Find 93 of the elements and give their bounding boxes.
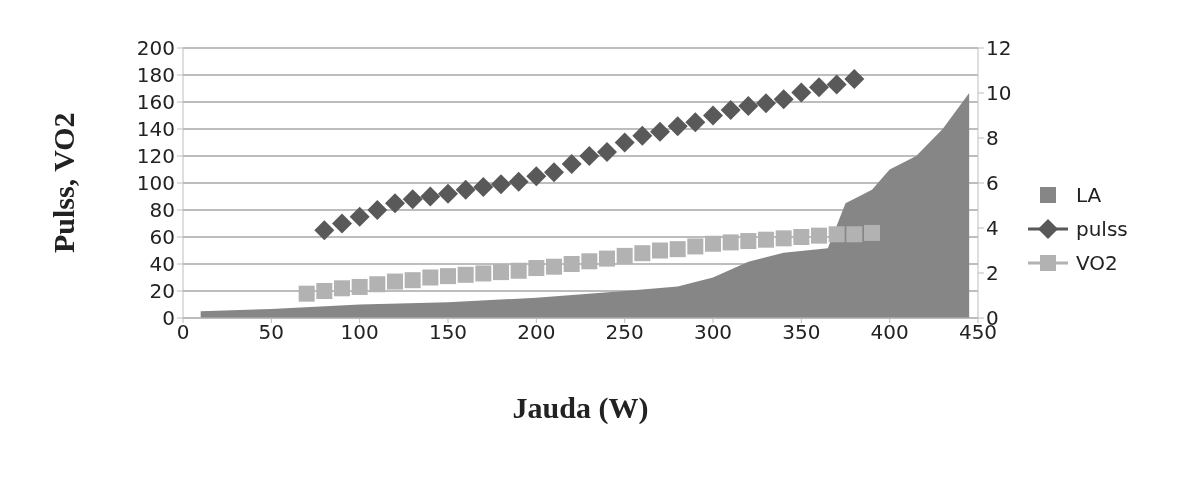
point <box>826 74 847 95</box>
point <box>563 256 580 272</box>
point <box>685 112 706 133</box>
y2-tick-label: 10 <box>986 81 1012 106</box>
point <box>473 177 494 198</box>
x-tick-label: 50 <box>258 320 285 345</box>
point <box>773 89 794 110</box>
point <box>491 174 511 195</box>
point <box>652 242 668 259</box>
point <box>669 241 686 258</box>
point <box>334 280 350 297</box>
point <box>298 285 315 302</box>
point <box>528 260 545 277</box>
point <box>385 193 405 214</box>
y2-tick-label: 12 <box>986 36 1012 61</box>
y-tick-label: 40 <box>149 252 175 277</box>
point <box>493 264 509 281</box>
x-tick-label: 400 <box>870 320 909 345</box>
point <box>793 229 810 245</box>
point <box>634 245 651 262</box>
point <box>705 235 721 252</box>
point <box>614 132 635 153</box>
y2-tick-label: 6 <box>986 171 999 196</box>
point <box>546 258 562 275</box>
point <box>581 253 598 270</box>
point <box>404 272 421 289</box>
point <box>314 220 335 241</box>
point <box>703 105 723 126</box>
point <box>740 233 757 250</box>
point <box>756 93 776 114</box>
x-tick-label: 100 <box>340 320 379 345</box>
point <box>369 276 386 293</box>
point <box>775 230 792 247</box>
y-tick-label: 200 <box>136 36 175 61</box>
point <box>420 186 441 207</box>
point <box>616 247 633 264</box>
y-tick-label: 20 <box>149 279 175 304</box>
legend-label: LA <box>1076 183 1102 207</box>
y-axis-title: Pulss, VO2 <box>46 112 80 253</box>
y2-tick-label: 4 <box>986 216 999 241</box>
point <box>811 227 827 244</box>
point <box>597 141 617 162</box>
y-tick-label: 140 <box>136 117 175 142</box>
y-tick-label: 120 <box>136 144 175 169</box>
point <box>508 171 529 192</box>
legend-label: VO2 <box>1076 251 1118 275</box>
point <box>687 238 704 255</box>
point <box>579 146 600 166</box>
x-tick-label: 150 <box>428 320 468 345</box>
y2-tick-label: 2 <box>986 261 999 286</box>
point <box>599 250 615 267</box>
y-tick-label: 100 <box>136 171 175 196</box>
point <box>455 179 476 200</box>
point <box>791 82 812 103</box>
point <box>387 273 403 290</box>
x-tick-label: 200 <box>517 320 556 345</box>
point <box>349 206 370 227</box>
point <box>864 224 880 241</box>
y-tick-label: 60 <box>149 225 175 250</box>
y-tick-label: 80 <box>149 198 175 223</box>
point <box>667 116 688 137</box>
point <box>846 226 863 243</box>
point <box>526 166 547 187</box>
point <box>828 226 845 243</box>
x-tick-label: 250 <box>605 320 644 345</box>
x-axis-title: Jauda (W) <box>512 391 649 425</box>
legend-label: pulss <box>1076 217 1128 241</box>
point <box>402 189 423 210</box>
point <box>510 262 527 279</box>
point <box>844 69 865 90</box>
y-tick-label: 160 <box>136 90 175 115</box>
point <box>758 231 774 248</box>
y-tick-label: 180 <box>136 63 175 88</box>
point <box>720 100 741 121</box>
point <box>722 234 739 251</box>
point <box>544 162 564 183</box>
point <box>738 96 759 117</box>
x-tick-label: 300 <box>693 320 733 345</box>
point <box>316 283 333 299</box>
point <box>809 77 829 98</box>
point <box>561 154 582 175</box>
point <box>367 200 388 220</box>
point <box>438 183 458 204</box>
point <box>440 268 456 285</box>
point <box>457 266 474 283</box>
point <box>351 278 368 295</box>
point <box>475 265 492 282</box>
x-tick-label: 350 <box>782 320 821 345</box>
y2-tick-label: 8 <box>986 126 999 151</box>
point <box>422 269 439 286</box>
point <box>332 213 352 234</box>
point <box>650 121 670 142</box>
point <box>632 125 653 146</box>
